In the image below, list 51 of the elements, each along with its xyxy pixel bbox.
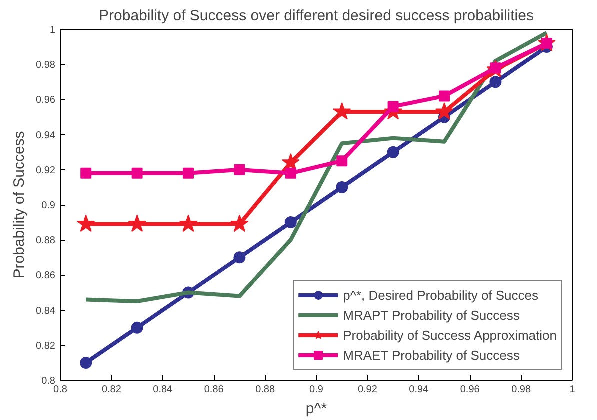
y-tick-label: 0.8 [42, 376, 56, 387]
y-tick-label: 0.9 [42, 200, 56, 212]
point [132, 168, 143, 179]
x-tick-label: 0.94 [409, 384, 430, 396]
x-tick-label: 0.9 [310, 384, 324, 396]
point [439, 90, 450, 102]
x-tick-label: 0.86 [204, 384, 224, 396]
y-tick-label: 0.92 [36, 165, 56, 176]
y-tick-label: 0.88 [36, 236, 56, 247]
y-axis-title: Probability of Success [11, 131, 28, 279]
legend-label: p^*, Desired Probability of Succes [343, 287, 539, 303]
x-tick-label: 0.98 [512, 384, 532, 396]
point [128, 214, 146, 232]
legend-label: MRAET Probability of Success [343, 347, 520, 363]
point [234, 252, 246, 264]
point [285, 168, 296, 179]
point [234, 164, 246, 176]
point [336, 156, 348, 167]
point [388, 101, 399, 112]
y-tick-label: 1 [50, 25, 56, 36]
y-tick-label: 0.86 [36, 270, 56, 282]
point [183, 168, 194, 179]
point [490, 76, 502, 88]
point [435, 102, 454, 120]
y-tick-label: 0.96 [36, 95, 56, 106]
x-tick-label: 0.96 [460, 384, 480, 396]
x-tick-label: 1 [570, 384, 576, 396]
legend-label: Probability of Success Approximation [343, 327, 557, 343]
legend-label: MRAPT Probability of Success [343, 307, 520, 323]
point [77, 214, 96, 232]
point [333, 102, 352, 120]
x-tick-label: 0.82 [102, 384, 122, 396]
point [387, 146, 400, 158]
y-tick-label: 0.98 [36, 60, 56, 72]
x-axis-title: p^* [306, 400, 328, 418]
x-tick-label: 0.84 [153, 384, 174, 396]
y-tick-label: 0.94 [36, 130, 56, 142]
point [282, 153, 300, 171]
point [131, 322, 144, 334]
x-tick-label: 0.88 [256, 384, 276, 396]
point [179, 214, 198, 232]
y-tick-label: 0.82 [36, 340, 56, 352]
x-tick-label: 0.92 [358, 384, 378, 396]
point [230, 214, 249, 232]
chart-title: Probability of Success over different desired success probabilities [99, 8, 534, 24]
x-tick-label: 0.8 [54, 384, 68, 396]
point [284, 216, 297, 229]
point [336, 181, 348, 194]
y-tick-label: 0.84 [36, 306, 56, 317]
point [80, 168, 92, 179]
point [80, 356, 92, 369]
